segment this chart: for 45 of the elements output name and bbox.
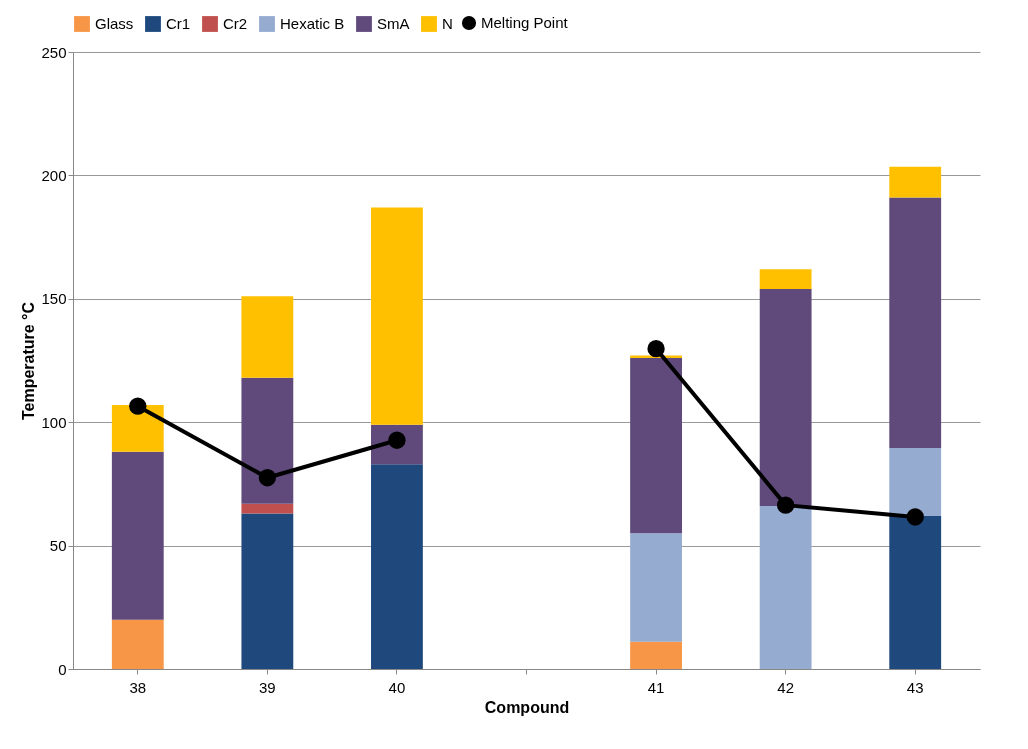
y-tick-label: 250 xyxy=(41,43,67,61)
bar xyxy=(759,288,812,507)
legend-label: N xyxy=(442,15,453,32)
x-tick-label: 42 xyxy=(777,678,794,696)
legend-label: Cr2 xyxy=(223,15,248,32)
bar xyxy=(889,197,942,449)
bar xyxy=(241,296,294,378)
bar xyxy=(371,464,423,669)
bar xyxy=(889,515,942,669)
bar xyxy=(111,619,164,669)
x-axis-title: Compound xyxy=(484,698,570,716)
x-tick-label: 38 xyxy=(129,678,147,696)
bar xyxy=(630,358,682,534)
bar xyxy=(630,641,682,669)
point xyxy=(647,340,665,358)
y-axis-title: Temperature °C xyxy=(20,301,38,421)
legend-label: SmA xyxy=(377,15,410,32)
bar xyxy=(111,451,164,620)
x-tick-label: 40 xyxy=(388,678,406,696)
y-tick-label: 50 xyxy=(49,537,67,555)
bar xyxy=(889,166,942,198)
point xyxy=(906,508,924,526)
point xyxy=(776,496,795,514)
point xyxy=(258,469,277,487)
legend-label: Melting Point xyxy=(481,14,569,31)
x-tick-label: 41 xyxy=(647,678,665,696)
legend-label: Cr1 xyxy=(166,15,191,32)
point xyxy=(129,397,147,415)
bar xyxy=(111,404,164,452)
bar xyxy=(371,207,423,425)
y-tick-label: 100 xyxy=(41,413,67,431)
bar xyxy=(889,448,942,516)
bar xyxy=(241,503,294,514)
bar xyxy=(241,377,294,504)
bar xyxy=(759,269,812,289)
y-tick-label: 0 xyxy=(58,660,67,678)
bar xyxy=(630,533,682,642)
y-tick-label: 150 xyxy=(41,290,67,308)
legend-label: Glass xyxy=(95,15,134,32)
bar xyxy=(241,513,294,669)
x-tick-label: 39 xyxy=(259,678,276,696)
bar xyxy=(759,506,812,669)
legend-label: Hexatic B xyxy=(280,15,345,32)
y-tick-label: 200 xyxy=(41,166,67,184)
x-tick-label: 43 xyxy=(906,678,924,696)
